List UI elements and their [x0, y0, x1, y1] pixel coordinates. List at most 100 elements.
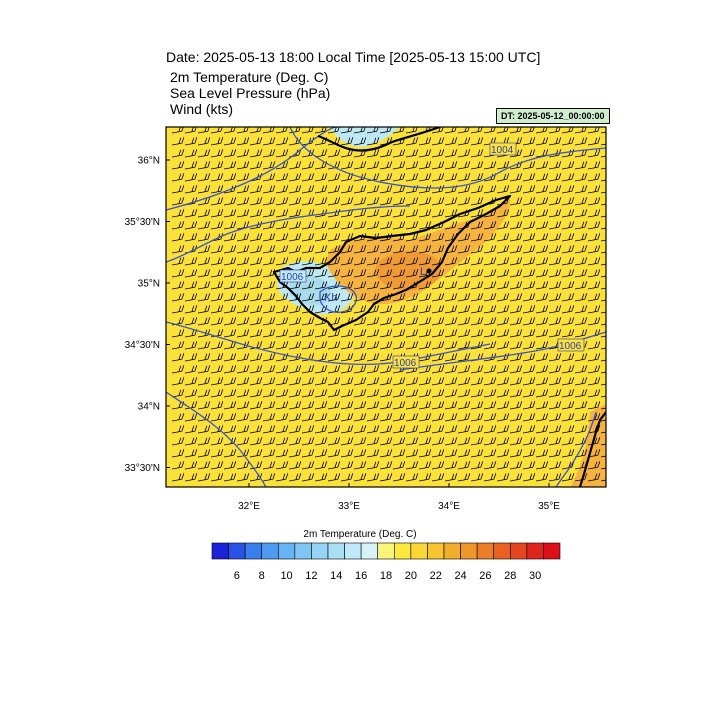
wind-barb: [197, 365, 211, 374]
colorbar-swatch: [509, 542, 528, 560]
wind-barb: [340, 389, 354, 398]
wind-barb: [483, 257, 497, 266]
wind-barb: [340, 401, 354, 410]
wind-barb: [210, 341, 224, 350]
wind-barb: [379, 317, 393, 326]
isobar-line: [399, 331, 606, 371]
wind-barb: [223, 173, 237, 182]
wind-barb: [431, 401, 445, 410]
wind-barb: [483, 413, 497, 422]
wind-barb: [405, 461, 419, 470]
wind-barb: [327, 473, 341, 482]
wind-barb: [431, 449, 445, 458]
wind-barb: [522, 449, 536, 458]
wind-barb: [171, 127, 184, 134]
colorbar-swatch: [228, 542, 246, 560]
wind-barb: [314, 127, 327, 134]
wind-barb: [444, 473, 458, 482]
wind-barb: [379, 149, 393, 158]
wind-barb: [262, 197, 276, 206]
wind-barb: [327, 269, 341, 278]
wind-barb: [249, 149, 263, 158]
wind-barb: [262, 353, 276, 362]
wind-barb: [236, 209, 250, 218]
colorbar-swatch: [526, 542, 544, 560]
wind-barb: [366, 353, 380, 362]
colorbar-swatch: [393, 542, 412, 560]
wind-barb: [184, 281, 198, 290]
wind-barb: [327, 221, 341, 230]
wind-barb: [340, 377, 354, 386]
wind-barb: [392, 377, 406, 386]
wind-barb: [561, 221, 575, 230]
wind-barb: [249, 401, 263, 410]
wind-barb: [262, 437, 276, 446]
wind-barb: [210, 269, 224, 278]
wind-barb: [496, 389, 510, 398]
isobar-label: 1006: [281, 272, 304, 283]
wind-barb: [249, 437, 263, 446]
lon-tick-label: 32°E: [238, 501, 260, 512]
wind-barb: [353, 221, 367, 230]
wind-barb: [197, 161, 211, 170]
wind-barb: [301, 377, 315, 386]
wind-barb: [288, 437, 302, 446]
wind-barb: [548, 461, 562, 470]
wind-barb: [171, 137, 185, 146]
wind-barb: [379, 173, 393, 182]
wind-barb: [548, 127, 561, 134]
wind-barb: [314, 473, 328, 482]
wind-barb: [184, 461, 198, 470]
wind-barb: [275, 377, 289, 386]
wind-barb: [340, 437, 354, 446]
wind-barb: [509, 293, 523, 302]
cyprus-coastline: [272, 194, 512, 332]
wind-barb: [535, 185, 549, 194]
warm-area-southeast: [570, 404, 606, 487]
wind-barb: [197, 377, 211, 386]
wind-barb: [301, 221, 315, 230]
wind-barb: [561, 425, 575, 434]
wind-barb: [327, 425, 341, 434]
wind-barb: [483, 127, 496, 134]
wind-barb: [223, 197, 237, 206]
wind-barb: [457, 317, 471, 326]
wind-barb: [496, 425, 510, 434]
colorbar-swatch: [327, 542, 345, 560]
wind-barb: [223, 257, 237, 266]
wind-barb: [171, 269, 185, 278]
wind-barb: [379, 209, 393, 218]
wind-barb: [509, 185, 523, 194]
wind-barb: [574, 233, 588, 242]
wind-barbs: [171, 127, 606, 482]
wind-barb: [509, 413, 523, 422]
wind-barb: [431, 365, 445, 374]
wind-barb: [496, 209, 510, 218]
wind-barb: [197, 269, 211, 278]
wind-barb: [418, 221, 432, 230]
wind-barb: [587, 461, 601, 470]
wind-barb: [340, 269, 354, 278]
wind-barb: [184, 233, 198, 242]
wind-barb: [210, 449, 224, 458]
wind-barb: [366, 341, 380, 350]
wind-barb: [535, 413, 549, 422]
colorbar-swatch: [261, 542, 279, 560]
wind-barb: [431, 329, 445, 338]
wind-barb: [483, 341, 497, 350]
wind-barb: [483, 233, 497, 242]
wind-barb: [457, 329, 471, 338]
wind-barb: [509, 329, 523, 338]
wind-barb: [379, 437, 393, 446]
wind-barb: [587, 473, 601, 482]
wind-barb: [405, 305, 419, 314]
wind-barb: [184, 173, 198, 182]
isobar-low: [319, 285, 357, 313]
wind-barb: [301, 281, 315, 290]
wind-barb: [327, 353, 341, 362]
wind-barb: [522, 293, 536, 302]
colorbar-tick-label: 12: [305, 570, 317, 582]
wind-barb: [496, 377, 510, 386]
wind-barb: [210, 197, 224, 206]
wind-barb: [366, 161, 380, 170]
